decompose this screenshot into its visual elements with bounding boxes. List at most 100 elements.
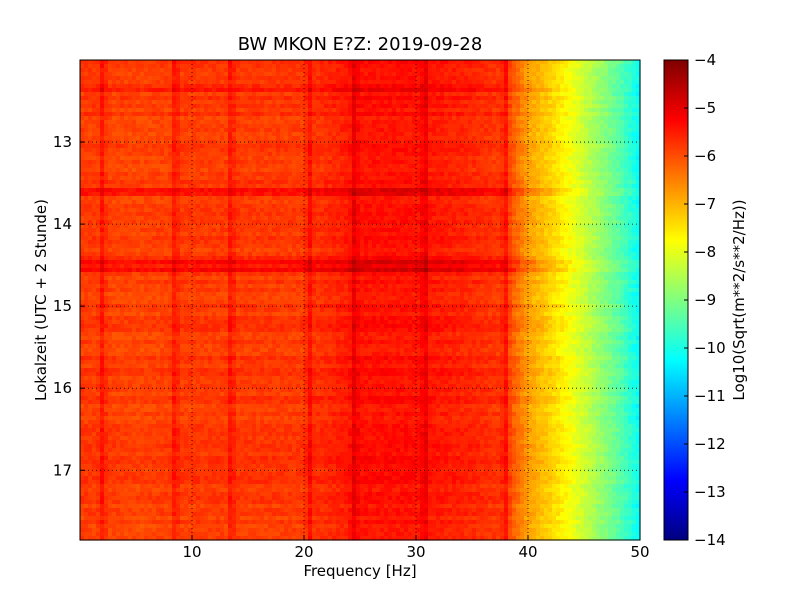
heatmap-cell <box>428 72 433 77</box>
heatmap-cell <box>212 172 217 177</box>
heatmap-cell <box>192 136 197 141</box>
heatmap-cell <box>220 200 225 205</box>
heatmap-cell <box>404 96 409 101</box>
heatmap-cell <box>96 60 101 65</box>
heatmap-cell <box>292 136 297 141</box>
heatmap-cell <box>576 176 581 181</box>
heatmap-cell <box>216 148 221 153</box>
heatmap-cell <box>296 60 301 65</box>
heatmap-cell <box>484 72 489 77</box>
heatmap-cell <box>448 104 453 109</box>
heatmap-cell <box>396 136 401 141</box>
heatmap-cell <box>304 108 309 113</box>
heatmap-cell <box>220 132 225 137</box>
heatmap-cell <box>568 172 573 177</box>
heatmap-cell <box>332 172 337 177</box>
heatmap-cell <box>352 100 357 105</box>
heatmap-cell <box>584 60 589 65</box>
heatmap-cell <box>436 188 441 193</box>
heatmap-cell <box>600 140 605 145</box>
heatmap-cell <box>284 164 289 169</box>
heatmap-cell <box>492 80 497 85</box>
heatmap-cell <box>132 72 137 77</box>
heatmap-cell <box>312 60 317 65</box>
heatmap-cell <box>136 108 141 113</box>
heatmap-cell <box>180 168 185 173</box>
heatmap-cell <box>196 92 201 97</box>
heatmap-cell <box>160 128 165 133</box>
heatmap-cell <box>380 84 385 89</box>
heatmap-cell <box>588 96 593 101</box>
heatmap-cell <box>228 168 233 173</box>
heatmap-cell <box>328 60 333 65</box>
heatmap-cell <box>240 164 245 169</box>
heatmap-cell <box>472 108 477 113</box>
heatmap-cell <box>128 164 133 169</box>
heatmap-cell <box>396 168 401 173</box>
heatmap-cell <box>364 196 369 201</box>
heatmap-cell <box>376 80 381 85</box>
heatmap-cell <box>208 88 213 93</box>
heatmap-cell <box>112 80 117 85</box>
heatmap-cell <box>352 112 357 117</box>
heatmap-cell <box>224 164 229 169</box>
heatmap-cell <box>528 76 533 81</box>
heatmap-cell <box>196 172 201 177</box>
heatmap-cell <box>440 104 445 109</box>
heatmap-cell <box>572 172 577 177</box>
heatmap-cell <box>428 112 433 117</box>
heatmap-cell <box>448 60 453 65</box>
heatmap-cell <box>264 156 269 161</box>
heatmap-cell <box>304 136 309 141</box>
heatmap-cell <box>420 120 425 125</box>
heatmap-cell <box>108 160 113 165</box>
heatmap-cell <box>616 64 621 69</box>
heatmap-cell <box>628 184 633 189</box>
heatmap-cell <box>108 96 113 101</box>
heatmap-cell <box>80 80 85 85</box>
heatmap-cell <box>508 136 513 141</box>
heatmap-cell <box>136 80 141 85</box>
heatmap-cell <box>604 172 609 177</box>
heatmap-cell <box>100 200 105 205</box>
heatmap-cell <box>360 184 365 189</box>
heatmap-cell <box>336 116 341 121</box>
heatmap-cell <box>304 88 309 93</box>
heatmap-cell <box>516 160 521 165</box>
heatmap-cell <box>448 168 453 173</box>
heatmap-cell <box>208 120 213 125</box>
heatmap-cell <box>444 68 449 73</box>
heatmap-cell <box>320 180 325 185</box>
heatmap-cell <box>608 124 613 129</box>
heatmap-cell <box>632 100 637 105</box>
heatmap-cell <box>136 156 141 161</box>
heatmap-cell <box>580 124 585 129</box>
heatmap-cell <box>376 172 381 177</box>
heatmap-cell <box>436 152 441 157</box>
heatmap-cell <box>612 68 617 73</box>
heatmap-cell <box>384 148 389 153</box>
heatmap-cell <box>396 144 401 149</box>
heatmap-cell <box>176 176 181 181</box>
heatmap-cell <box>600 84 605 89</box>
heatmap-cell <box>296 156 301 161</box>
heatmap-cell <box>528 192 533 197</box>
heatmap-cell <box>364 116 369 121</box>
heatmap-cell <box>592 76 597 81</box>
heatmap-cell <box>108 164 113 169</box>
heatmap-cell <box>308 124 313 129</box>
heatmap-cell <box>288 164 293 169</box>
heatmap-cell <box>140 132 145 137</box>
heatmap-cell <box>308 192 313 197</box>
heatmap-cell <box>144 156 149 161</box>
heatmap-cell <box>284 188 289 193</box>
heatmap-cell <box>176 60 181 65</box>
heatmap-cell <box>416 148 421 153</box>
heatmap-cell <box>520 80 525 85</box>
heatmap-cell <box>528 156 533 161</box>
heatmap-cell <box>324 116 329 121</box>
heatmap-cell <box>148 160 153 165</box>
heatmap-cell <box>432 108 437 113</box>
heatmap-cell <box>440 152 445 157</box>
heatmap-cell <box>488 72 493 77</box>
